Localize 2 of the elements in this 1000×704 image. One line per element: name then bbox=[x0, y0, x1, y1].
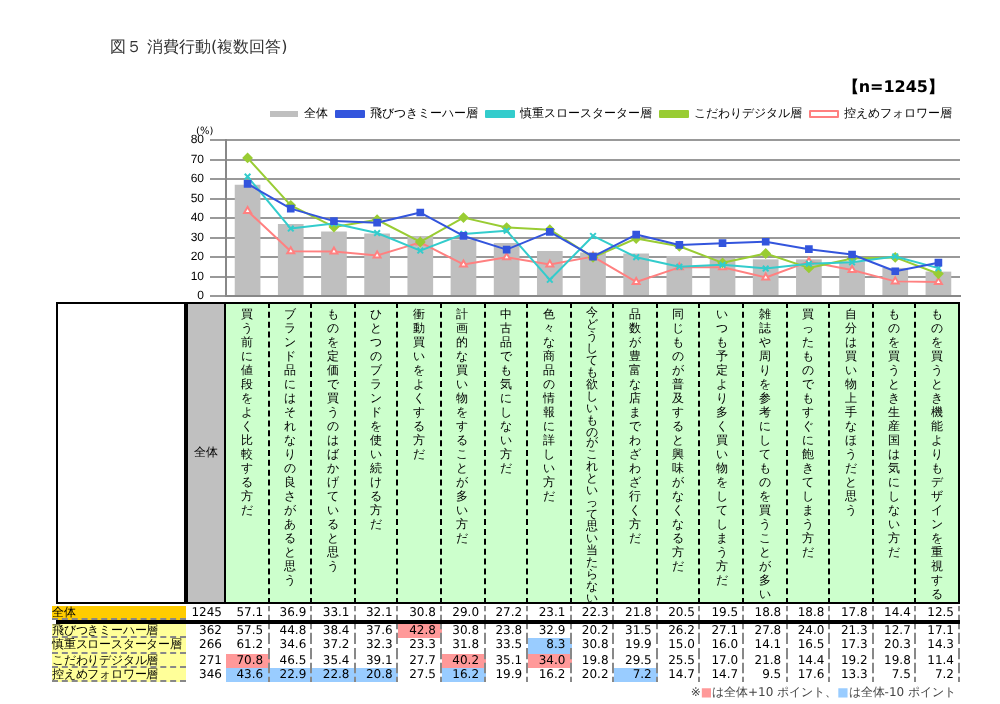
chart-title: 図５ 消費行動(複数回答) bbox=[110, 36, 288, 58]
chart-subtitle: 【n=1245】 bbox=[842, 76, 944, 98]
